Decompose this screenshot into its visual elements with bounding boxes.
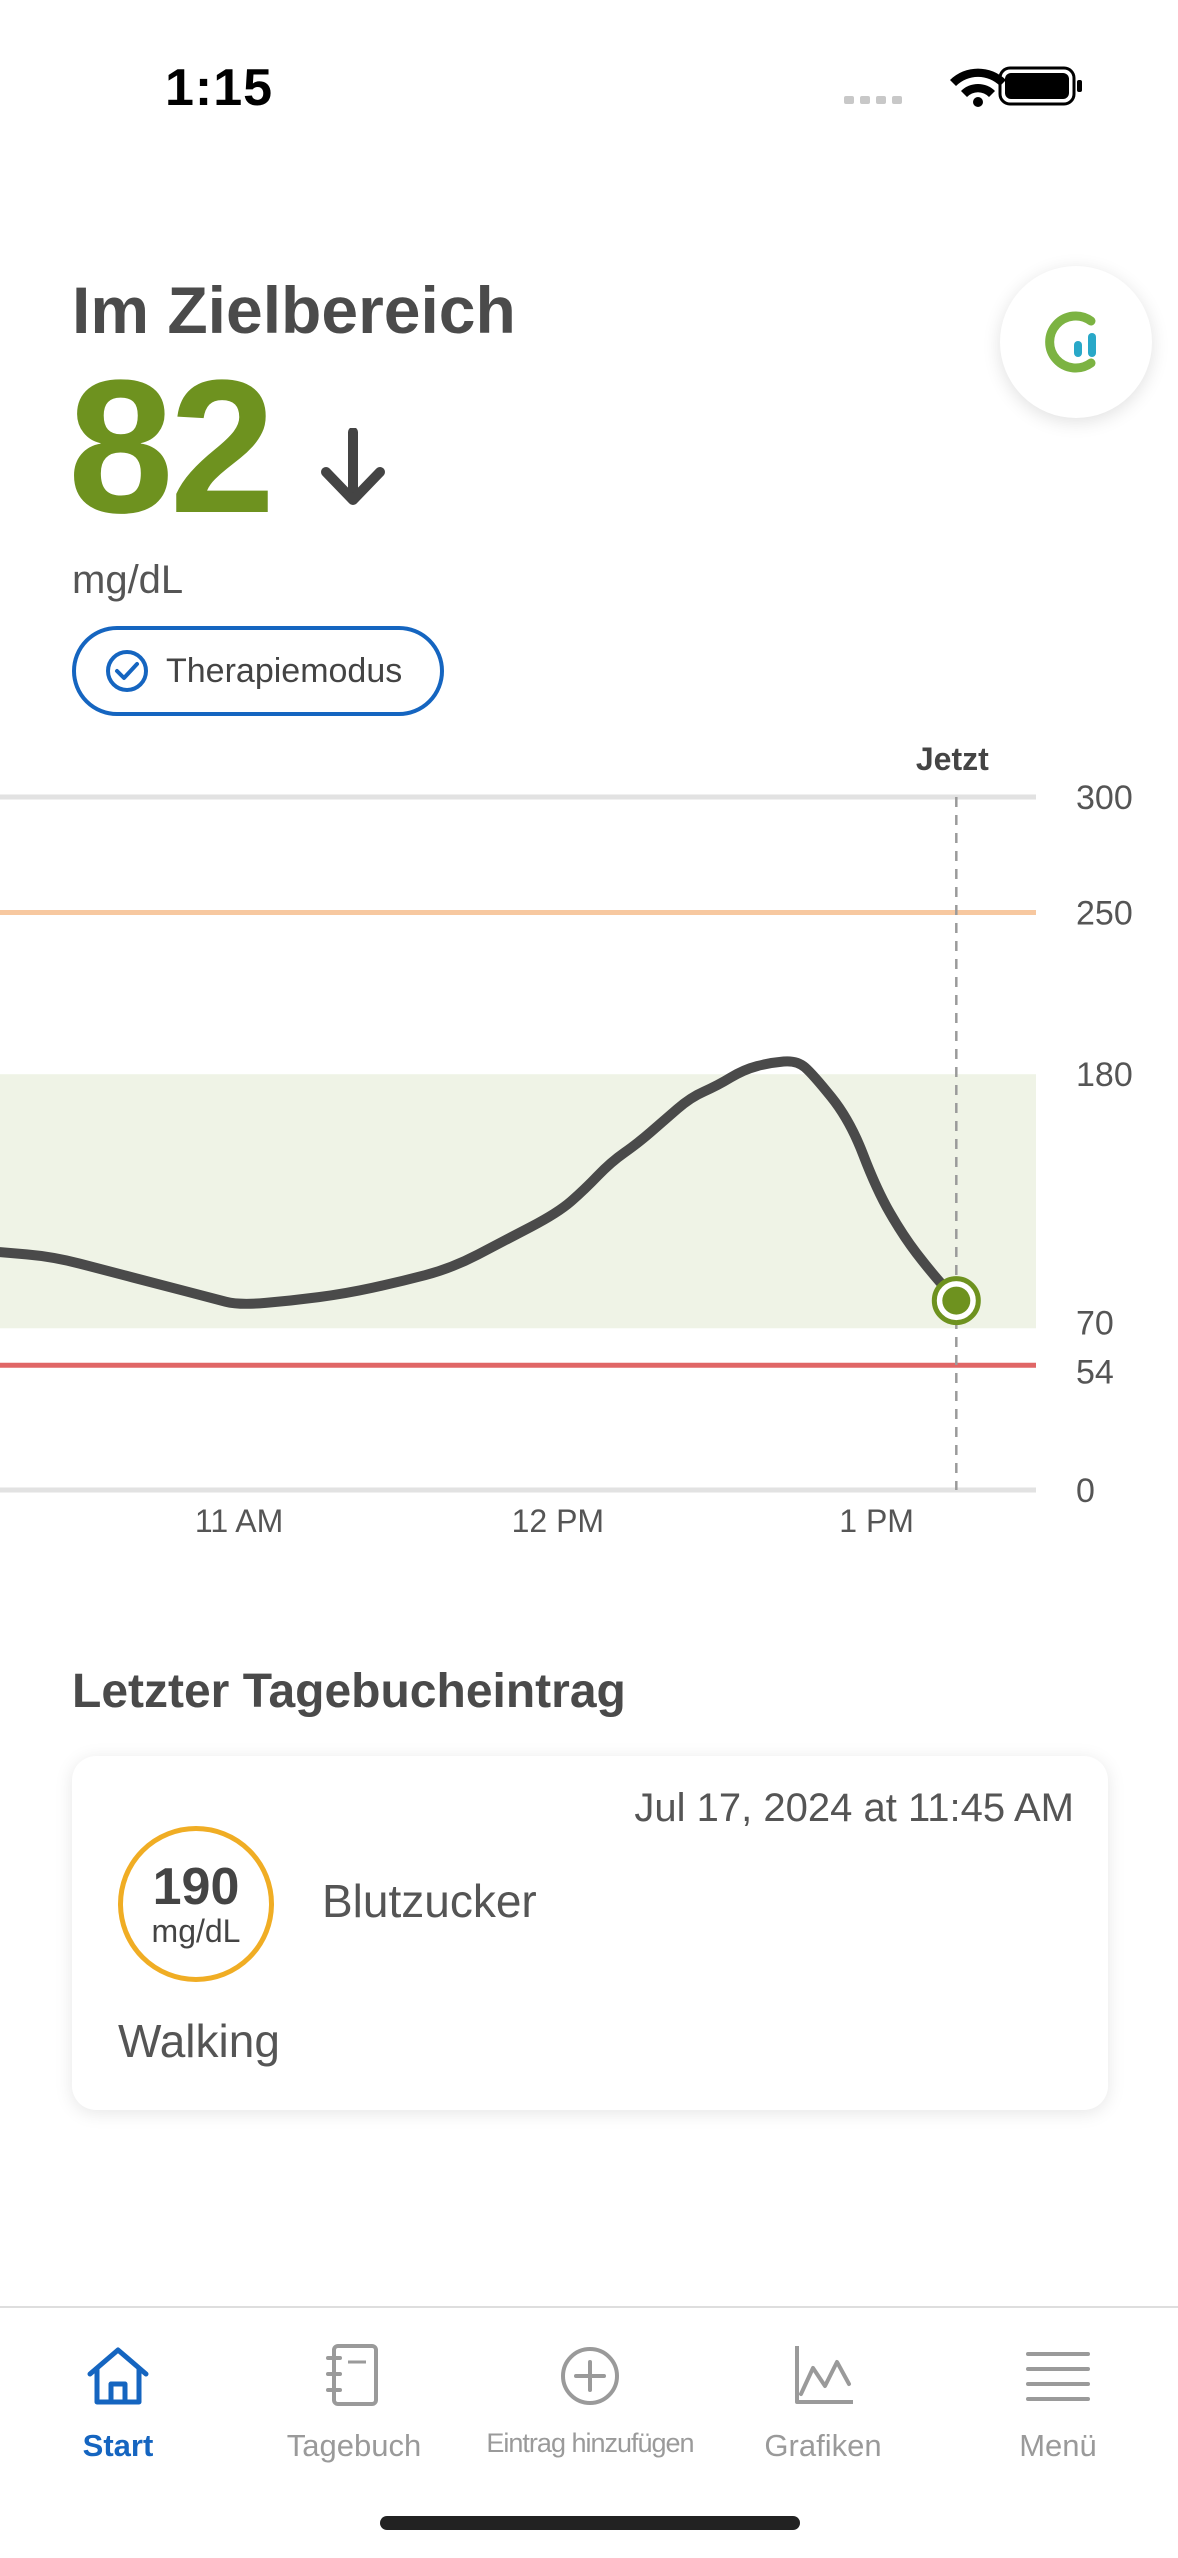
glucose-series-line bbox=[0, 1056, 962, 1309]
menu-icon bbox=[1026, 2352, 1090, 2401]
now-label: Jetzt bbox=[916, 741, 989, 777]
tab-grafiken[interactable]: Grafiken bbox=[705, 2338, 941, 2464]
signal-icon bbox=[844, 96, 902, 104]
app-logo-button[interactable] bbox=[1000, 266, 1152, 418]
glucose-chart: Jetzt 300 250 180 70 54 0 11 AM 12 PM 1 PM bbox=[0, 741, 1133, 1539]
tab-label: Eintrag hinzufügen bbox=[486, 2428, 694, 2458]
range-status-label: Im Zielbereich bbox=[72, 273, 516, 347]
diary-entry-type: Blutzucker bbox=[322, 1875, 537, 1927]
battery-icon bbox=[998, 66, 1082, 106]
chart-icon bbox=[795, 2346, 853, 2404]
home-indicator bbox=[380, 2516, 800, 2530]
check-circle-icon bbox=[106, 650, 148, 692]
app-logo-icon bbox=[1045, 311, 1096, 373]
glucose-unit: mg/dL bbox=[72, 558, 184, 602]
x-tick-label: 12 PM bbox=[512, 1503, 604, 1539]
y-tick-label: 70 bbox=[1076, 1304, 1114, 1342]
y-tick-label: 250 bbox=[1076, 895, 1133, 933]
last-diary-entry-card[interactable]: Jul 17, 2024 at 11:45 AM 190 mg/dL Blutz… bbox=[72, 1756, 1108, 2110]
home-icon bbox=[87, 2347, 149, 2405]
arrow-down-icon bbox=[321, 428, 385, 505]
tab-menu[interactable]: Menü bbox=[940, 2338, 1176, 2464]
status-icons bbox=[844, 66, 1082, 107]
therapy-mode-label: Therapiemodus bbox=[166, 651, 403, 690]
diary-glucose-badge: 190 mg/dL bbox=[118, 1826, 274, 1982]
tab-label: Start bbox=[82, 2428, 154, 2463]
y-tick-label: 54 bbox=[1076, 1353, 1114, 1391]
diary-entry-date: Jul 17, 2024 at 11:45 AM bbox=[634, 1786, 1074, 1830]
diary-glucose-unit: mg/dL bbox=[151, 1913, 241, 1949]
wifi-icon bbox=[950, 68, 1006, 107]
x-tick-label: 11 AM bbox=[195, 1503, 283, 1539]
plus-circle-icon bbox=[561, 2347, 619, 2405]
status-time: 1:15 bbox=[165, 59, 274, 117]
current-reading-point bbox=[942, 1286, 971, 1315]
y-tick-label: 180 bbox=[1076, 1056, 1133, 1094]
current-glucose-value: 82 bbox=[68, 341, 275, 553]
tab-label: Grafiken bbox=[764, 2428, 882, 2463]
diary-glucose-value: 190 bbox=[152, 1858, 240, 1916]
y-tick-label: 300 bbox=[1076, 779, 1133, 817]
tab-start[interactable]: Start bbox=[0, 2338, 236, 2464]
tab-label: Menü bbox=[1019, 2428, 1097, 2463]
therapy-mode-button[interactable]: Therapiemodus bbox=[72, 626, 444, 716]
tab-tagebuch[interactable]: Tagebuch bbox=[236, 2338, 472, 2464]
diary-heading: Letzter Tagebucheintrag bbox=[72, 1665, 626, 1718]
tab-add-entry[interactable]: Eintrag hinzufügen bbox=[472, 2338, 708, 2459]
x-tick-label: 1 PM bbox=[839, 1503, 914, 1539]
notebook-icon bbox=[326, 2344, 378, 2406]
y-tick-label: 0 bbox=[1076, 1472, 1095, 1510]
diary-entry-note: Walking bbox=[118, 2015, 280, 2067]
tab-label: Tagebuch bbox=[286, 2428, 422, 2463]
